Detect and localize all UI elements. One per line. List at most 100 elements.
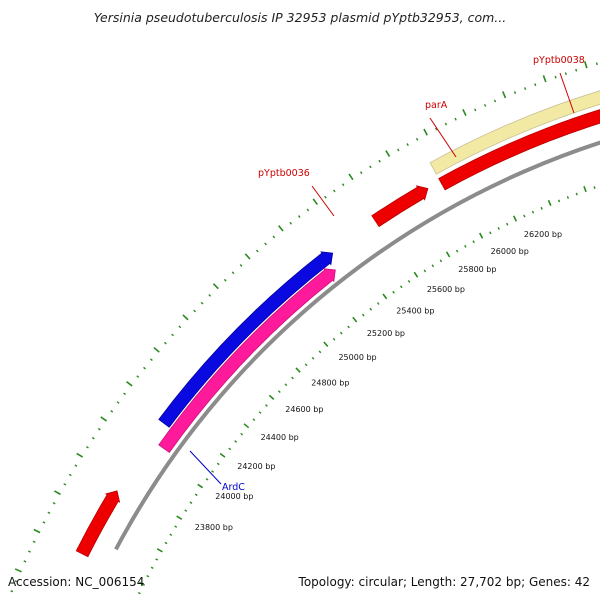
minor-tick xyxy=(306,208,310,212)
leader-line-pyptb0036 xyxy=(311,185,335,217)
feature-red-under-para[interactable] xyxy=(438,102,600,191)
major-tick xyxy=(542,75,547,83)
minor-tick xyxy=(205,477,209,481)
minor-tick xyxy=(47,511,51,514)
minor-tick xyxy=(32,540,36,543)
minor-tick xyxy=(523,214,526,218)
label-ardc[interactable]: ArdC xyxy=(222,482,245,493)
minor-tick xyxy=(361,313,365,317)
feature-para[interactable] xyxy=(429,84,600,175)
minor-tick xyxy=(397,148,400,152)
major-tick xyxy=(382,293,388,300)
label-pyptb0036[interactable]: pYptb0036 xyxy=(258,168,310,179)
minor-tick xyxy=(339,331,343,335)
major-tick xyxy=(512,215,518,222)
minor-tick xyxy=(189,501,193,504)
feature-left-red[interactable] xyxy=(75,490,121,558)
label-pyptb0038[interactable]: pYptb0038 xyxy=(533,55,585,66)
minor-tick xyxy=(304,363,308,367)
minor-tick xyxy=(455,249,459,253)
minor-tick xyxy=(291,376,294,380)
minor-tick xyxy=(575,68,578,72)
minor-tick xyxy=(110,410,114,413)
minor-tick xyxy=(68,473,72,477)
minor-tick xyxy=(150,566,154,570)
label-para[interactable]: parA xyxy=(425,100,448,111)
major-tick xyxy=(583,185,587,193)
tick-label: 25600 bp xyxy=(427,285,465,294)
major-tick xyxy=(502,91,507,99)
tick-label: 26200 bp xyxy=(524,230,562,239)
minor-tick xyxy=(228,447,232,451)
minor-tick xyxy=(564,72,567,76)
minor-tick xyxy=(116,401,120,404)
major-tick xyxy=(182,314,189,321)
minor-tick xyxy=(23,560,27,563)
minor-tick xyxy=(171,333,174,337)
major-tick xyxy=(268,394,275,400)
minor-tick xyxy=(277,390,281,393)
minor-tick xyxy=(42,521,46,524)
minor-tick xyxy=(155,558,159,561)
major-tick xyxy=(100,416,107,422)
minor-tick xyxy=(28,550,31,553)
minor-tick xyxy=(164,541,168,545)
minor-tick xyxy=(524,87,527,90)
feature-pyptb0036[interactable] xyxy=(371,185,429,228)
minor-tick xyxy=(137,591,141,595)
minor-tick xyxy=(575,192,578,196)
tick-label: 26000 bp xyxy=(491,247,529,256)
minor-tick xyxy=(239,264,243,267)
minor-tick xyxy=(174,525,178,528)
minor-tick xyxy=(255,249,259,253)
gene-labels: pYptb0036 parA pYptb0038 ArdC xyxy=(189,55,585,493)
major-tick xyxy=(584,61,588,69)
major-tick xyxy=(385,150,391,157)
minor-tick xyxy=(472,240,475,244)
minor-tick xyxy=(264,242,267,246)
feature-ardc[interactable] xyxy=(158,268,336,453)
minor-tick xyxy=(554,75,557,79)
minor-tick xyxy=(557,199,561,203)
minor-tick xyxy=(252,418,256,422)
minor-tick xyxy=(399,285,403,289)
minor-tick xyxy=(231,271,235,275)
topology-summary: Topology: circular; Length: 27,702 bp; G… xyxy=(298,575,590,589)
minor-tick xyxy=(347,325,350,329)
major-tick xyxy=(462,108,467,116)
minor-tick xyxy=(123,392,126,396)
major-tick xyxy=(76,452,84,458)
major-tick xyxy=(479,232,484,239)
tick-label: 25400 bp xyxy=(396,306,434,315)
feature-blue-feature[interactable] xyxy=(158,251,334,428)
minor-tick xyxy=(407,279,411,283)
minor-tick xyxy=(85,446,89,449)
accession-text: Accession: NC_006154 xyxy=(8,575,145,589)
minor-tick xyxy=(311,356,315,360)
major-tick xyxy=(126,381,133,387)
inner-tick-ring xyxy=(137,185,596,595)
minor-tick xyxy=(435,127,438,131)
minor-tick xyxy=(415,137,419,141)
minor-tick xyxy=(474,108,477,112)
major-tick xyxy=(547,199,552,207)
minor-tick xyxy=(464,244,467,248)
minor-tick xyxy=(193,309,196,313)
minor-tick xyxy=(146,574,150,578)
tick-label: 25800 bp xyxy=(458,265,496,274)
minor-tick xyxy=(216,462,220,466)
minor-tick xyxy=(91,436,95,440)
major-tick xyxy=(219,452,226,458)
major-tick xyxy=(423,128,428,136)
major-tick xyxy=(352,316,358,323)
tick-label: 23800 bp xyxy=(195,523,233,532)
minor-tick xyxy=(593,186,596,189)
minor-tick xyxy=(178,325,182,329)
major-tick xyxy=(53,490,61,496)
minor-tick xyxy=(531,210,535,214)
major-tick xyxy=(445,251,451,258)
outer-tick-ring xyxy=(10,61,598,593)
tick-label: 24600 bp xyxy=(285,405,323,414)
major-tick xyxy=(212,283,219,290)
